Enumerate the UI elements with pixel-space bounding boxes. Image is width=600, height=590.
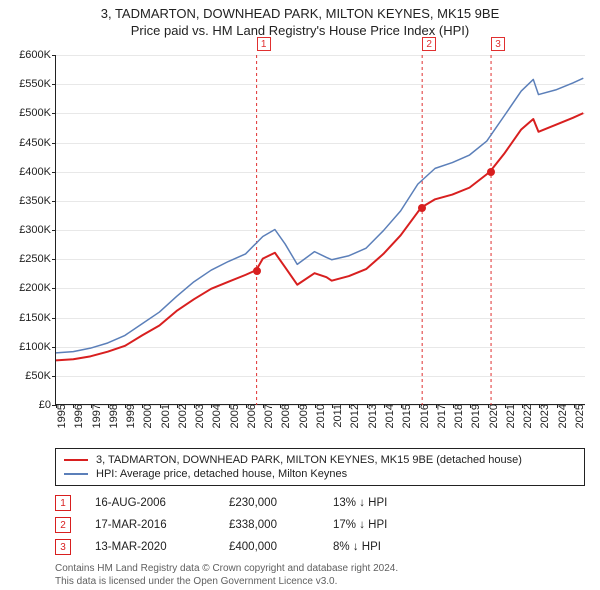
sales-date: 13-MAR-2020 [95,541,205,553]
xtick-label: 1995 [52,404,68,428]
footer-line-1: Contains HM Land Registry data © Crown c… [55,563,398,576]
sale-marker-number: 2 [422,37,436,51]
ytick-label: £500K [19,107,56,119]
xtick-label: 2017 [432,404,448,428]
chart-plot-area: £0£50K£100K£150K£200K£250K£300K£350K£400… [55,55,585,405]
sale-marker-number: 3 [491,37,505,51]
xtick-label: 2025 [570,404,586,428]
xtick-label: 2008 [276,404,292,428]
sales-table: 1 16-AUG-2006 £230,000 13% ↓ HPI 2 17-MAR-201… [55,492,585,558]
xtick-label: 1997 [87,404,103,428]
sale-marker-number: 1 [257,37,271,51]
sales-diff: 17% ↓ HPI [333,519,433,531]
xtick-label: 2021 [501,404,517,428]
xtick-label: 2005 [225,404,241,428]
xtick-label: 2024 [553,404,569,428]
sales-diff: 13% ↓ HPI [333,497,433,509]
ytick-label: £200K [19,282,56,294]
xtick-label: 2016 [415,404,431,428]
ytick-label: £250K [19,253,56,265]
ytick-label: £400K [19,166,56,178]
xtick-label: 2020 [484,404,500,428]
ytick-label: £550K [19,78,56,90]
sales-price: £338,000 [229,519,309,531]
legend-row: 3, TADMARTON, DOWNHEAD PARK, MILTON KEYN… [64,453,576,467]
xtick-label: 2013 [363,404,379,428]
sales-row: 3 13-MAR-2020 £400,000 8% ↓ HPI [55,536,585,558]
xtick-label: 2007 [259,404,275,428]
sales-price: £400,000 [229,541,309,553]
legend-swatch [64,473,88,475]
xtick-label: 2023 [535,404,551,428]
xtick-label: 1996 [69,404,85,428]
xtick-label: 2001 [156,404,172,428]
sales-price: £230,000 [229,497,309,509]
xtick-label: 2006 [242,404,258,428]
footer-attribution: Contains HM Land Registry data © Crown c… [55,563,398,588]
sales-number-badge: 3 [55,539,71,555]
ytick-label: £50K [25,370,56,382]
legend-label: 3, TADMARTON, DOWNHEAD PARK, MILTON KEYN… [96,454,522,466]
title-block: 3, TADMARTON, DOWNHEAD PARK, MILTON KEYN… [0,0,600,40]
xtick-label: 2012 [345,404,361,428]
legend-swatch [64,459,88,461]
title-subtitle: Price paid vs. HM Land Registry's House … [8,23,592,38]
sales-diff: 8% ↓ HPI [333,541,433,553]
xtick-label: 2014 [380,404,396,428]
ytick-label: £100K [19,341,56,353]
xtick-label: 2010 [311,404,327,428]
xtick-label: 1998 [104,404,120,428]
xtick-label: 2011 [328,404,344,428]
series-hpi [56,55,585,404]
xtick-label: 2002 [173,404,189,428]
xtick-label: 2022 [518,404,534,428]
ytick-label: £350K [19,195,56,207]
xtick-label: 2000 [138,404,154,428]
xtick-label: 2009 [294,404,310,428]
xtick-label: 2003 [190,404,206,428]
sales-date: 17-MAR-2016 [95,519,205,531]
title-address: 3, TADMARTON, DOWNHEAD PARK, MILTON KEYN… [8,6,592,21]
legend-row: HPI: Average price, detached house, Milt… [64,467,576,481]
chart-container: 3, TADMARTON, DOWNHEAD PARK, MILTON KEYN… [0,0,600,590]
xtick-label: 1999 [121,404,137,428]
ytick-label: £300K [19,224,56,236]
legend-label: HPI: Average price, detached house, Milt… [96,468,347,480]
sales-row: 1 16-AUG-2006 £230,000 13% ↓ HPI [55,492,585,514]
ytick-label: £600K [19,49,56,61]
ytick-label: £150K [19,312,56,324]
sales-date: 16-AUG-2006 [95,497,205,509]
sales-number-badge: 2 [55,517,71,533]
ytick-label: £450K [19,137,56,149]
xtick-label: 2004 [207,404,223,428]
sales-row: 2 17-MAR-2016 £338,000 17% ↓ HPI [55,514,585,536]
xtick-label: 2015 [397,404,413,428]
xtick-label: 2019 [466,404,482,428]
sales-number-badge: 1 [55,495,71,511]
legend-box: 3, TADMARTON, DOWNHEAD PARK, MILTON KEYN… [55,448,585,486]
xtick-label: 2018 [449,404,465,428]
footer-line-2: This data is licensed under the Open Gov… [55,576,398,589]
